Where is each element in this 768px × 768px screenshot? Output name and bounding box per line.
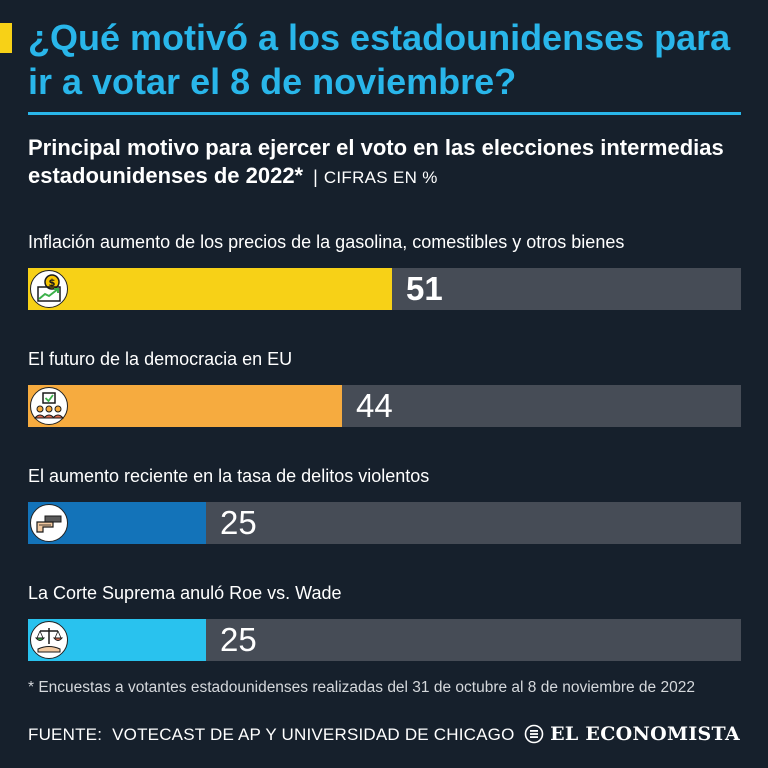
category-label: El aumento reciente en la tasa de delito… [28,466,430,486]
bar-track: 25 [28,502,741,544]
subtitle-text: Principal motivo para ejercer el voto en… [28,135,724,188]
bar-track: 25 [28,619,741,661]
source-label: FUENTE: [28,725,103,744]
logo-mark-icon [524,724,544,744]
logo-text: EL ECONOMISTA [550,723,740,745]
source-line: FUENTE: VOTECAST DE AP Y UNIVERSIDAD DE C… [28,724,515,746]
chart-subtitle: Principal motivo para ejercer el voto en… [28,134,748,192]
footnote: * Encuestas a votantes estadounidenses r… [28,679,695,696]
category-label: Inflación aumento de los precios de la g… [28,232,625,252]
money-growth-icon: $ [30,270,68,308]
units-label: CIFRAS EN % [323,168,438,187]
source-text: VOTECAST DE AP Y UNIVERSIDAD DE CHICAGO [112,725,515,744]
subtitle-separator: | [313,167,318,187]
bar-track: 44 [28,385,741,427]
category-label: El futuro de la democracia en EU [28,349,293,369]
bar-value: 25 [220,621,257,658]
bar-value: 51 [406,270,443,307]
justice-scale-icon [30,621,68,659]
bar [28,268,392,310]
gun-icon [30,504,68,542]
voting-people-icon [30,387,68,425]
bar-value: 25 [220,504,257,541]
accent-block [0,23,12,53]
bar-track: 51 $ [28,268,741,310]
brand-logo: EL ECONOMISTA [524,720,740,748]
category-label: La Corte Suprema anuló Roe vs. Wade [28,583,342,603]
title-divider [28,112,741,115]
bar [28,385,342,427]
bar-value: 44 [356,387,393,424]
svg-text:$: $ [49,278,56,289]
chart-title: ¿Qué motivó a los estadounidenses para i… [28,17,731,102]
